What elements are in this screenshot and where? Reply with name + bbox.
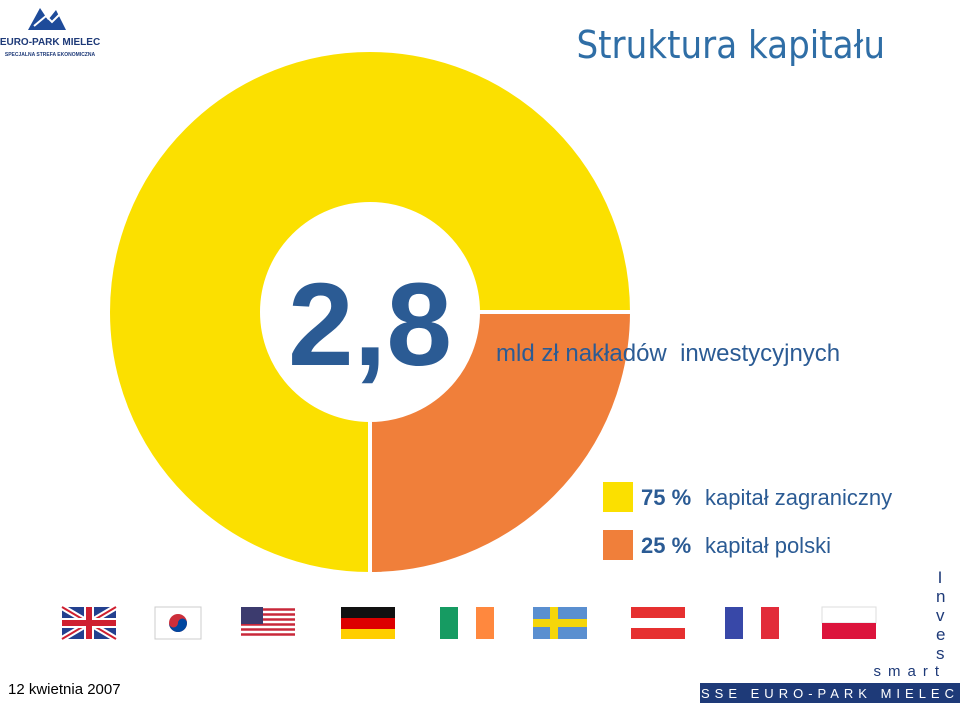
flag-korea [154,606,202,640]
logo-name: EURO-PARK MIELEC [0,37,100,48]
donut-segment [106,48,635,577]
legend-value: 75 % [641,485,691,510]
center-caption: mld zł nakładów inwestycyjnych [496,340,840,367]
legend-label: kapitał zagraniczny [705,485,892,510]
flag-germany [341,607,395,639]
brand-smart: smart [874,663,947,680]
logo-mark-line [33,13,61,27]
brand-vertical: Inves [936,568,946,663]
flag-usa [241,607,295,639]
donut-segment [368,310,635,577]
flag-sweden [533,607,587,639]
legend-value: 25 % [641,533,691,558]
logo: EURO-PARK MIELEC SPECJALNA STREFA EKONOM… [0,8,100,58]
flag-ireland [440,607,494,639]
legend-swatch [603,530,633,560]
flag-france [725,607,779,639]
brand-bar [700,683,960,703]
flag-poland [821,606,877,639]
flags [60,604,877,642]
donut [106,48,635,577]
flag-uk [60,604,118,642]
logo-subtitle: SPECJALNA STREFA EKONOMICZNA [5,52,96,58]
center-value: 2,8 [288,259,452,391]
logo-mark [28,8,66,30]
date: 12 kwietnia 2007 [8,681,121,698]
legend-label: kapitał polski [705,533,831,558]
brand-name: SSE EURO-PARK MIELEC [701,686,959,701]
flag-austria [631,607,685,639]
legend-swatch [603,482,633,512]
legend: 75 % kapitał zagraniczny 25 % kapitał polsk… [603,482,892,560]
chart-title: Struktura kapitału [576,23,885,67]
